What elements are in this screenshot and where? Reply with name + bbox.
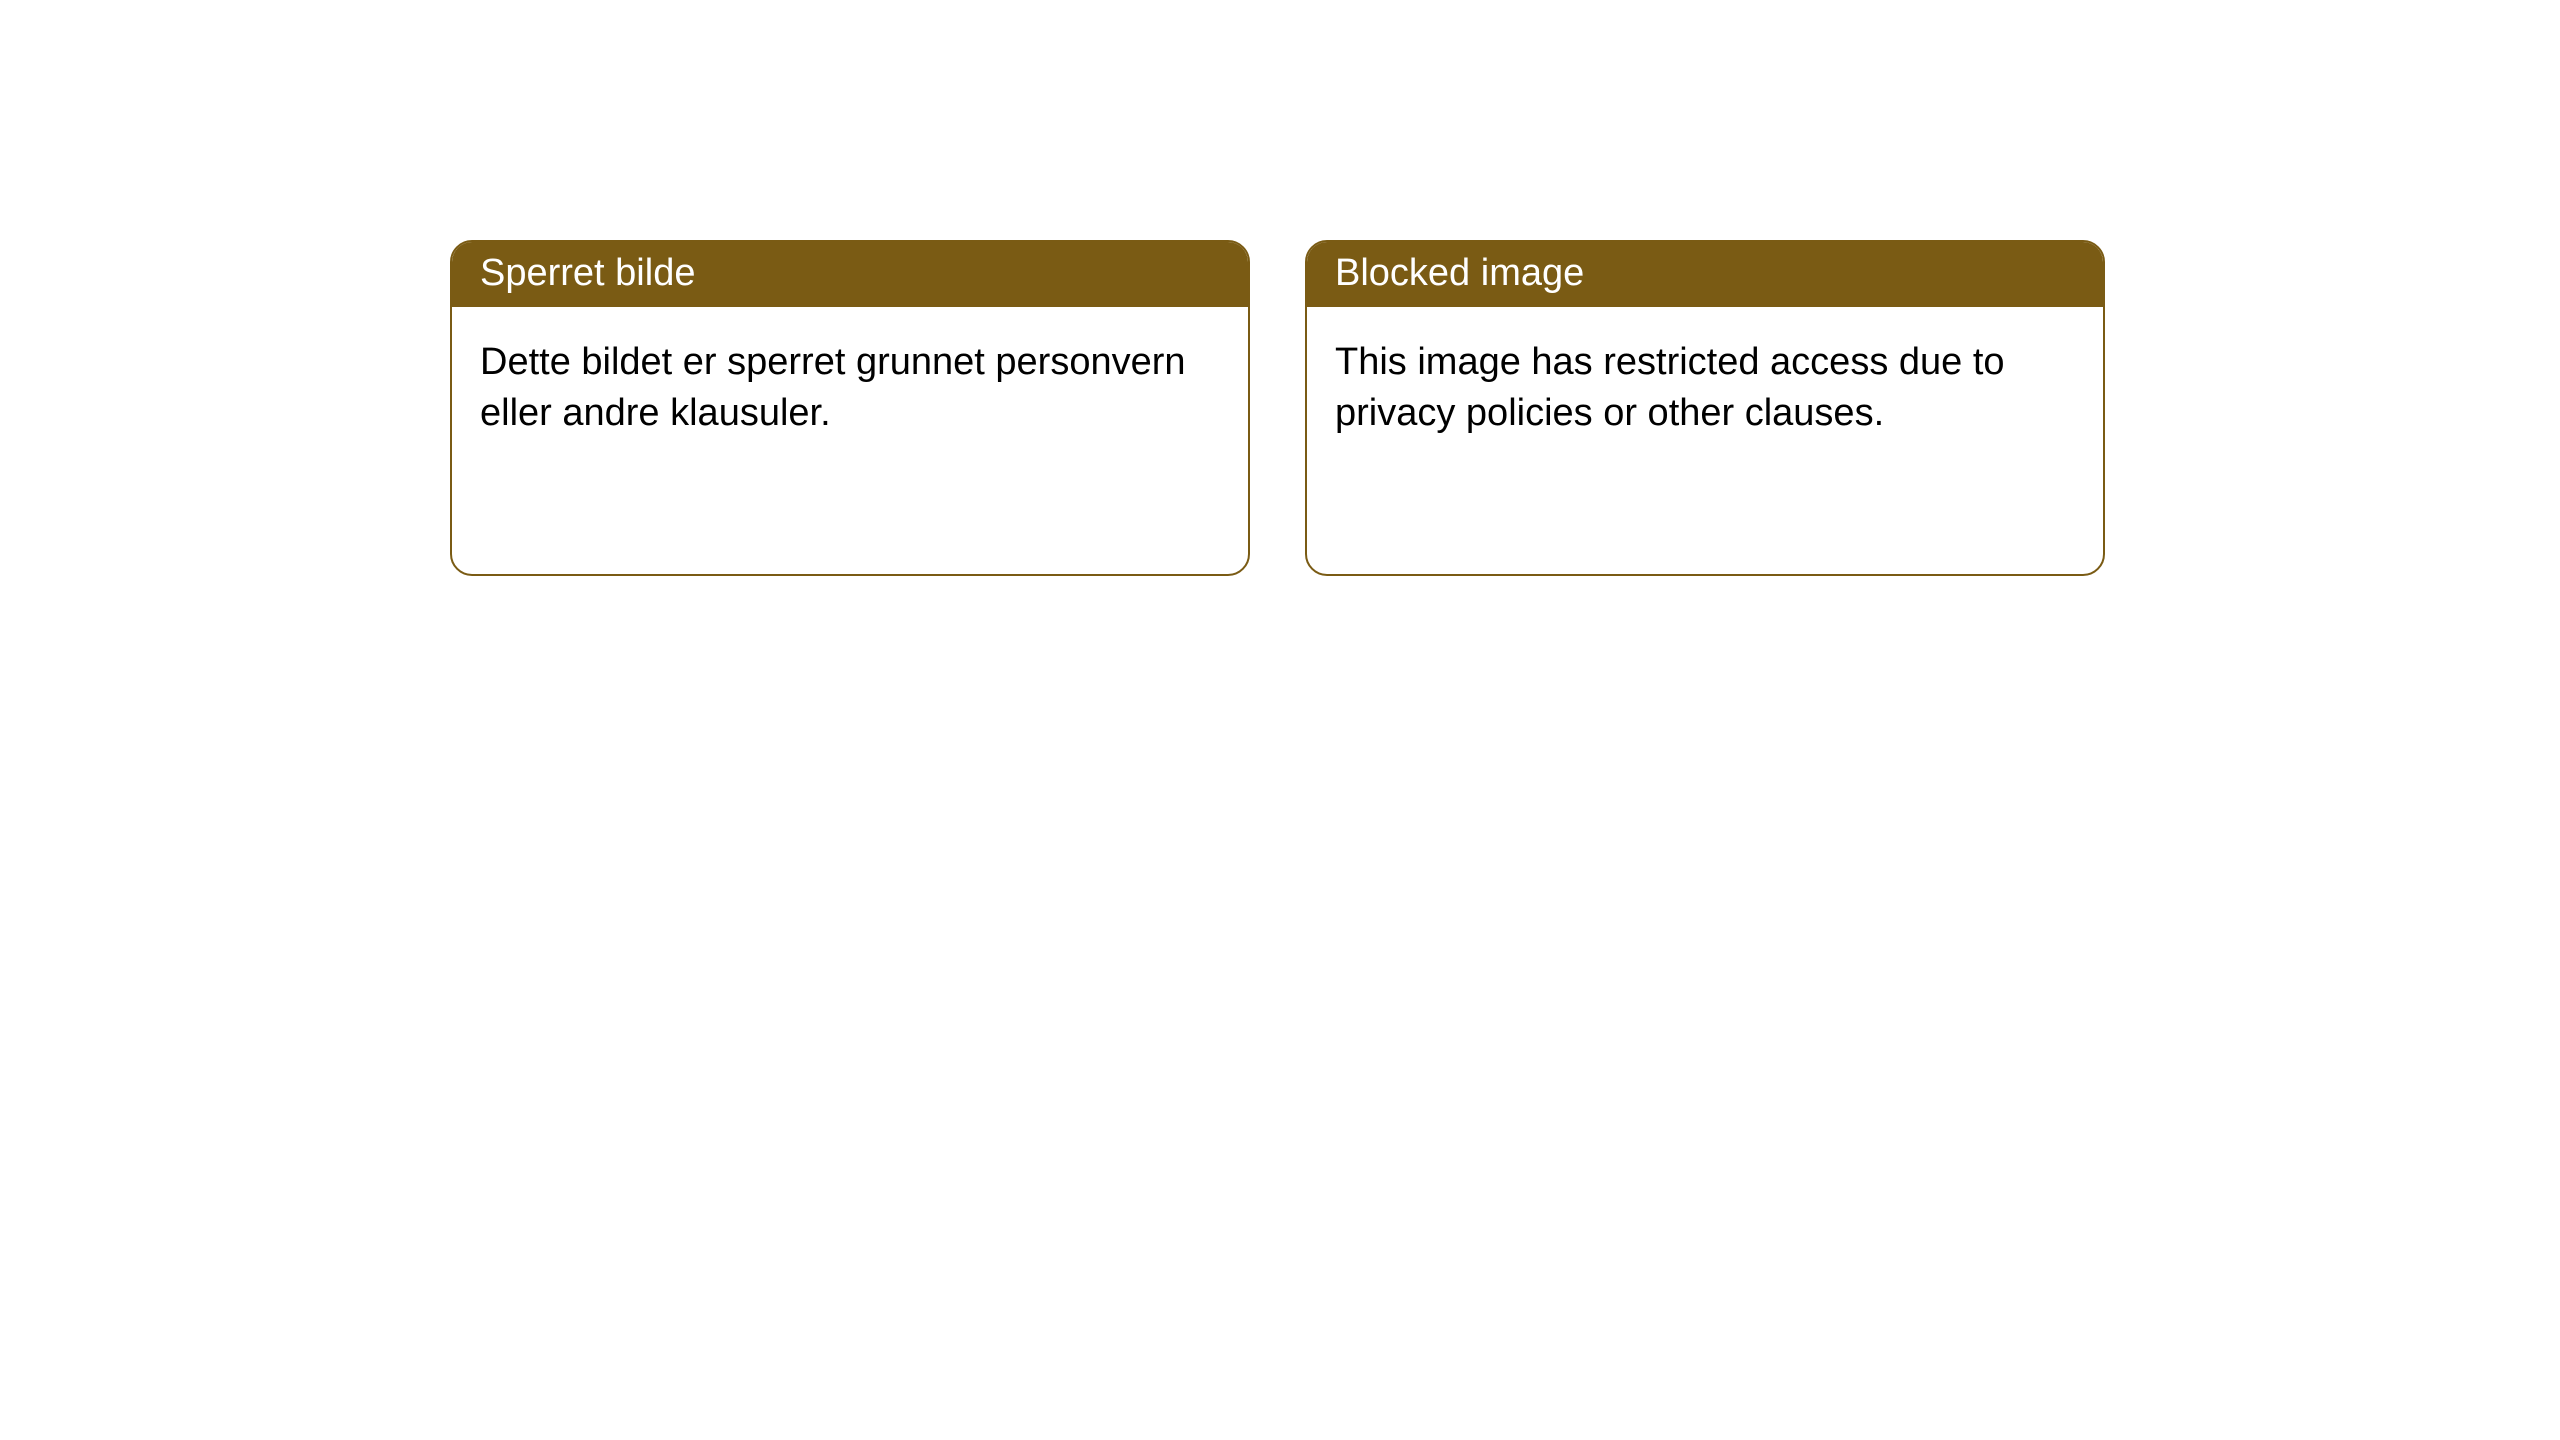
card-header: Blocked image [1307, 242, 2103, 307]
card-body: This image has restricted access due to … [1307, 307, 2103, 470]
notice-cards-container: Sperret bilde Dette bildet er sperret gr… [0, 0, 2560, 576]
notice-card-norwegian: Sperret bilde Dette bildet er sperret gr… [450, 240, 1250, 576]
card-title: Blocked image [1335, 252, 1584, 294]
card-body-text: Dette bildet er sperret grunnet personve… [480, 341, 1186, 434]
card-body: Dette bildet er sperret grunnet personve… [452, 307, 1248, 470]
card-body-text: This image has restricted access due to … [1335, 341, 2005, 434]
notice-card-english: Blocked image This image has restricted … [1305, 240, 2105, 576]
card-title: Sperret bilde [480, 252, 695, 294]
card-header: Sperret bilde [452, 242, 1248, 307]
